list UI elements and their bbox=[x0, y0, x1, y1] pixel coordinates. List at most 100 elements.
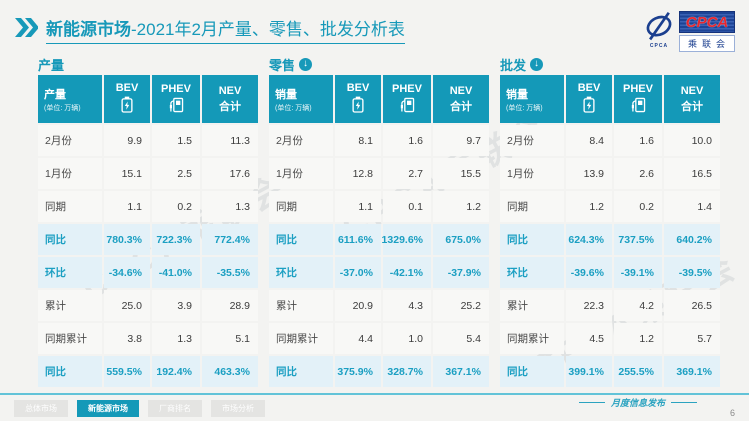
row-label: 同比 bbox=[38, 356, 102, 387]
row-label: 同比 bbox=[500, 224, 564, 255]
col-label-nev-total: 合计 bbox=[219, 100, 241, 113]
double-chevron-icon bbox=[14, 18, 39, 42]
cell-value: 28.9 bbox=[202, 290, 258, 321]
corner-header-cell: 销量 (单位: 万辆) bbox=[500, 75, 564, 123]
cell-value: 463.3% bbox=[202, 356, 258, 387]
footer-tab[interactable]: 新能源市场 bbox=[77, 400, 139, 417]
col-header-phev: PHEV bbox=[383, 75, 431, 123]
cell-value: 737.5% bbox=[614, 224, 662, 255]
footer-tab[interactable]: 市场分析 bbox=[211, 400, 265, 417]
cell-value: 5.7 bbox=[664, 323, 720, 354]
row-label: 1月份 bbox=[500, 158, 564, 189]
col-label-nev-total: 合计 bbox=[681, 100, 703, 113]
cell-value: 1.1 bbox=[335, 191, 381, 222]
footer-tab[interactable]: 厂商排名 bbox=[148, 400, 202, 417]
row-label: 1月份 bbox=[269, 158, 333, 189]
corner-unit: (单位: 万辆) bbox=[275, 104, 312, 112]
cell-value: 1.1 bbox=[104, 191, 150, 222]
col-label-bev: BEV bbox=[346, 82, 370, 94]
cell-value: 3.9 bbox=[152, 290, 200, 321]
page-title-emphasis: 新能源市场 bbox=[46, 20, 131, 39]
cell-value: 22.3 bbox=[566, 290, 612, 321]
row-label: 累计 bbox=[38, 290, 102, 321]
row-label: 同期 bbox=[269, 191, 333, 222]
row-label: 环比 bbox=[500, 257, 564, 288]
corner-unit: (单位: 万辆) bbox=[44, 104, 81, 112]
cell-value: 9.9 bbox=[104, 125, 150, 156]
cell-value: 624.3% bbox=[566, 224, 612, 255]
cell-value: 1.3 bbox=[202, 191, 258, 222]
cell-value: 10.0 bbox=[664, 125, 720, 156]
col-label-phev: PHEV bbox=[392, 82, 422, 95]
footer: 总体市场 新能源市场 厂商排名 市场分析 月度信息发布 6 bbox=[0, 393, 749, 421]
cell-value: 2.6 bbox=[614, 158, 662, 189]
cell-value: 1.5 bbox=[152, 125, 200, 156]
col-label-nev: NEV bbox=[449, 84, 473, 97]
col-label-nev: NEV bbox=[680, 84, 704, 97]
table-production: 产量 ↓ 产量 (单位: 万辆) BEV PHEV bbox=[38, 56, 258, 387]
logo-text-block: CPCA 乘联会 bbox=[679, 11, 735, 52]
row-label: 同比 bbox=[500, 356, 564, 387]
row-label: 累计 bbox=[269, 290, 333, 321]
logo-name: 乘联会 bbox=[679, 35, 735, 52]
cell-value: 25.2 bbox=[433, 290, 489, 321]
charging-station-icon bbox=[168, 97, 184, 116]
corner-label: 产量 bbox=[44, 88, 66, 101]
cell-value: 369.1% bbox=[664, 356, 720, 387]
cell-value: 1.2 bbox=[566, 191, 612, 222]
corner-unit: (单位: 万辆) bbox=[506, 104, 543, 112]
row-label: 同比 bbox=[38, 224, 102, 255]
data-grid: 销量 (单位: 万辆) BEV PHEV NEV 合 bbox=[269, 75, 489, 387]
cell-value: 0.2 bbox=[152, 191, 200, 222]
cell-value: 1.0 bbox=[383, 323, 431, 354]
cpca-logo: CPCA CPCA 乘联会 bbox=[643, 11, 735, 52]
footer-tab[interactable]: 总体市场 bbox=[14, 400, 68, 417]
cell-value: 4.4 bbox=[335, 323, 381, 354]
row-label: 同期 bbox=[38, 191, 102, 222]
battery-icon bbox=[352, 96, 364, 116]
col-header-bev: BEV bbox=[566, 75, 612, 123]
cell-value: 26.5 bbox=[664, 290, 720, 321]
page-number: 6 bbox=[729, 408, 735, 418]
cell-value: 367.1% bbox=[433, 356, 489, 387]
cell-value: 399.1% bbox=[566, 356, 612, 387]
cell-value: 2.7 bbox=[383, 158, 431, 189]
cell-value: 4.3 bbox=[383, 290, 431, 321]
corner-header-cell: 销量 (单位: 万辆) bbox=[269, 75, 333, 123]
cell-value: -34.6% bbox=[104, 257, 150, 288]
section-header: 零售 ↓ bbox=[269, 56, 489, 73]
cell-value: -42.1% bbox=[383, 257, 431, 288]
data-grid: 销量 (单位: 万辆) BEV PHEV NEV 合 bbox=[500, 75, 720, 387]
cell-value: 16.5 bbox=[664, 158, 720, 189]
cell-value: 1.6 bbox=[383, 125, 431, 156]
cell-value: 15.1 bbox=[104, 158, 150, 189]
table-wholesale: 批发 ↓ 销量 (单位: 万辆) BEV PHEV bbox=[500, 56, 720, 387]
cell-value: 5.1 bbox=[202, 323, 258, 354]
cell-value: 192.4% bbox=[152, 356, 200, 387]
cell-value: 1.6 bbox=[614, 125, 662, 156]
row-label: 累计 bbox=[500, 290, 564, 321]
section-header: 批发 ↓ bbox=[500, 56, 720, 73]
battery-icon bbox=[121, 96, 133, 116]
row-label: 同比 bbox=[269, 356, 333, 387]
decorative-dash bbox=[671, 402, 697, 403]
cell-value: 3.8 bbox=[104, 323, 150, 354]
row-label: 2月份 bbox=[500, 125, 564, 156]
cell-value: 15.5 bbox=[433, 158, 489, 189]
section-title: 批发 bbox=[500, 57, 527, 73]
col-header-bev: BEV bbox=[104, 75, 150, 123]
cell-value: 0.1 bbox=[383, 191, 431, 222]
battery-icon bbox=[583, 96, 595, 116]
cell-value: 1.2 bbox=[614, 323, 662, 354]
page-title-rest: -2021年2月产量、零售、批发分析表 bbox=[131, 20, 405, 39]
charging-station-icon bbox=[630, 97, 646, 116]
col-header-phev: PHEV bbox=[614, 75, 662, 123]
cell-value: 8.1 bbox=[335, 125, 381, 156]
header: 新能源市场-2021年2月产量、零售、批发分析表 CPCA CPCA 乘联会 bbox=[14, 11, 735, 55]
logo-acronym-small: CPCA bbox=[649, 43, 669, 49]
cell-value: -35.5% bbox=[202, 257, 258, 288]
cell-value: 328.7% bbox=[383, 356, 431, 387]
cell-value: 1.4 bbox=[664, 191, 720, 222]
cell-value: 1.2 bbox=[433, 191, 489, 222]
footer-tabs: 总体市场 新能源市场 厂商排名 市场分析 bbox=[14, 400, 265, 417]
